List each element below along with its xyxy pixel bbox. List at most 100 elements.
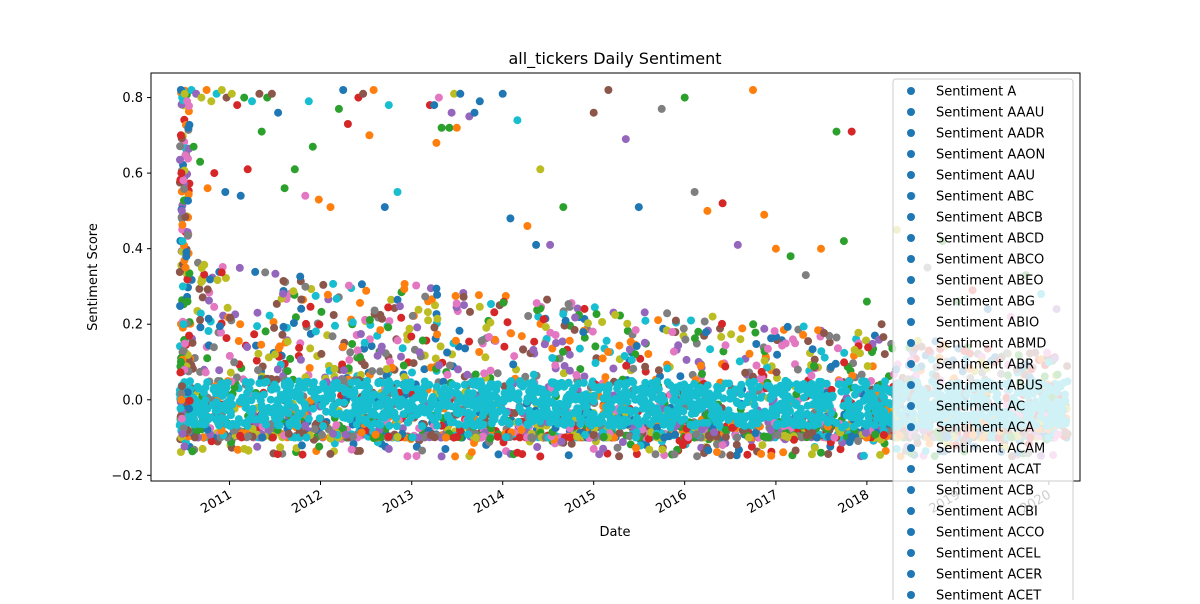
scatter-point xyxy=(382,365,391,374)
legend-marker xyxy=(907,276,915,284)
y-axis-label: Sentiment Score xyxy=(86,223,101,331)
scatter-point xyxy=(479,408,488,416)
scatter-point xyxy=(632,444,640,452)
scatter-point xyxy=(180,339,189,348)
scatter-point xyxy=(881,446,890,455)
scatter-point xyxy=(588,380,597,389)
scatter-point xyxy=(839,237,848,246)
scatter-point xyxy=(592,310,601,319)
scatter-point xyxy=(660,433,669,442)
scatter-point xyxy=(632,342,641,350)
legend-label: Sentiment AAAU xyxy=(936,106,1044,121)
scatter-point xyxy=(706,345,715,354)
scatter-point xyxy=(863,404,872,412)
scatter-point xyxy=(631,406,640,415)
scatter-point xyxy=(443,402,452,411)
x-tick-label: 2014 xyxy=(472,487,508,517)
scatter-point xyxy=(178,237,187,246)
scatter-point xyxy=(680,395,689,404)
scatter-point xyxy=(733,240,742,249)
scatter-point xyxy=(210,169,219,178)
scatter-point xyxy=(460,301,468,310)
scatter-point xyxy=(652,431,661,440)
scatter-point xyxy=(603,392,612,400)
scatter-point xyxy=(301,421,310,430)
scatter-point xyxy=(735,357,744,366)
scatter-point xyxy=(326,449,335,458)
legend-marker xyxy=(907,108,915,116)
scatter-point xyxy=(280,184,289,193)
scatter-point xyxy=(662,412,671,421)
scatter-point xyxy=(822,400,831,409)
scatter-point xyxy=(629,378,638,387)
scatter-point xyxy=(731,385,740,394)
scatter-point xyxy=(629,364,638,373)
scatter-point xyxy=(703,418,712,427)
scatter-point xyxy=(576,420,585,428)
scatter-point xyxy=(301,404,310,412)
scatter-point xyxy=(509,360,518,369)
scatter-point xyxy=(717,332,726,341)
scatter-point xyxy=(503,318,512,327)
scatter-point xyxy=(248,97,256,106)
scatter-point xyxy=(451,292,460,300)
scatter-point xyxy=(234,415,243,424)
scatter-point xyxy=(344,281,353,290)
scatter-point xyxy=(274,344,283,353)
scatter-point xyxy=(767,334,776,343)
scatter-point xyxy=(257,340,266,349)
scatter-point xyxy=(253,442,262,451)
scatter-point xyxy=(532,299,541,308)
scatter-point xyxy=(776,399,785,408)
scatter-point xyxy=(240,444,249,453)
scatter-point xyxy=(378,314,386,323)
scatter-point xyxy=(604,381,613,390)
scatter-point xyxy=(653,378,662,387)
scatter-point xyxy=(184,190,193,199)
legend-marker xyxy=(907,444,915,452)
scatter-point xyxy=(551,361,560,370)
scatter-point xyxy=(752,340,761,348)
scatter-point xyxy=(343,120,352,128)
scatter-point xyxy=(658,391,666,400)
legend-label: Sentiment ABC xyxy=(936,190,1034,205)
scatter-point xyxy=(284,377,293,386)
scatter-point xyxy=(853,419,862,428)
scatter-point xyxy=(492,393,501,402)
scatter-point xyxy=(445,361,454,370)
scatter-point xyxy=(641,362,650,371)
scatter-point xyxy=(573,432,582,441)
scatter-point xyxy=(501,433,510,442)
scatter-point xyxy=(456,89,465,98)
scatter-point xyxy=(469,380,478,389)
scatter-point xyxy=(370,306,379,315)
scatter-point xyxy=(405,324,414,333)
scatter-point xyxy=(676,372,685,381)
scatter-point xyxy=(185,269,194,278)
scatter-point xyxy=(196,316,205,324)
scatter-point xyxy=(755,382,764,391)
y-tick-label: 0.8 xyxy=(122,91,143,106)
scatter-point xyxy=(498,418,506,427)
scatter-point xyxy=(759,432,768,441)
scatter-point xyxy=(184,196,192,205)
scatter-point xyxy=(861,377,870,386)
scatter-point xyxy=(475,348,484,356)
scatter-point xyxy=(352,420,361,429)
scatter-point xyxy=(177,395,186,404)
scatter-point xyxy=(236,398,245,406)
scatter-point xyxy=(733,433,742,442)
scatter-point xyxy=(710,428,719,437)
scatter-point xyxy=(486,434,495,443)
scatter-point xyxy=(533,409,542,418)
scatter-point xyxy=(808,345,817,354)
scatter-point xyxy=(329,311,338,319)
scatter-point xyxy=(357,428,366,437)
scatter-point xyxy=(441,445,450,453)
scatter-point xyxy=(583,408,592,417)
scatter-point xyxy=(250,330,259,339)
scatter-point xyxy=(236,431,245,440)
scatter-point xyxy=(412,281,421,290)
scatter-point xyxy=(465,337,474,346)
scatter-point xyxy=(543,295,552,304)
